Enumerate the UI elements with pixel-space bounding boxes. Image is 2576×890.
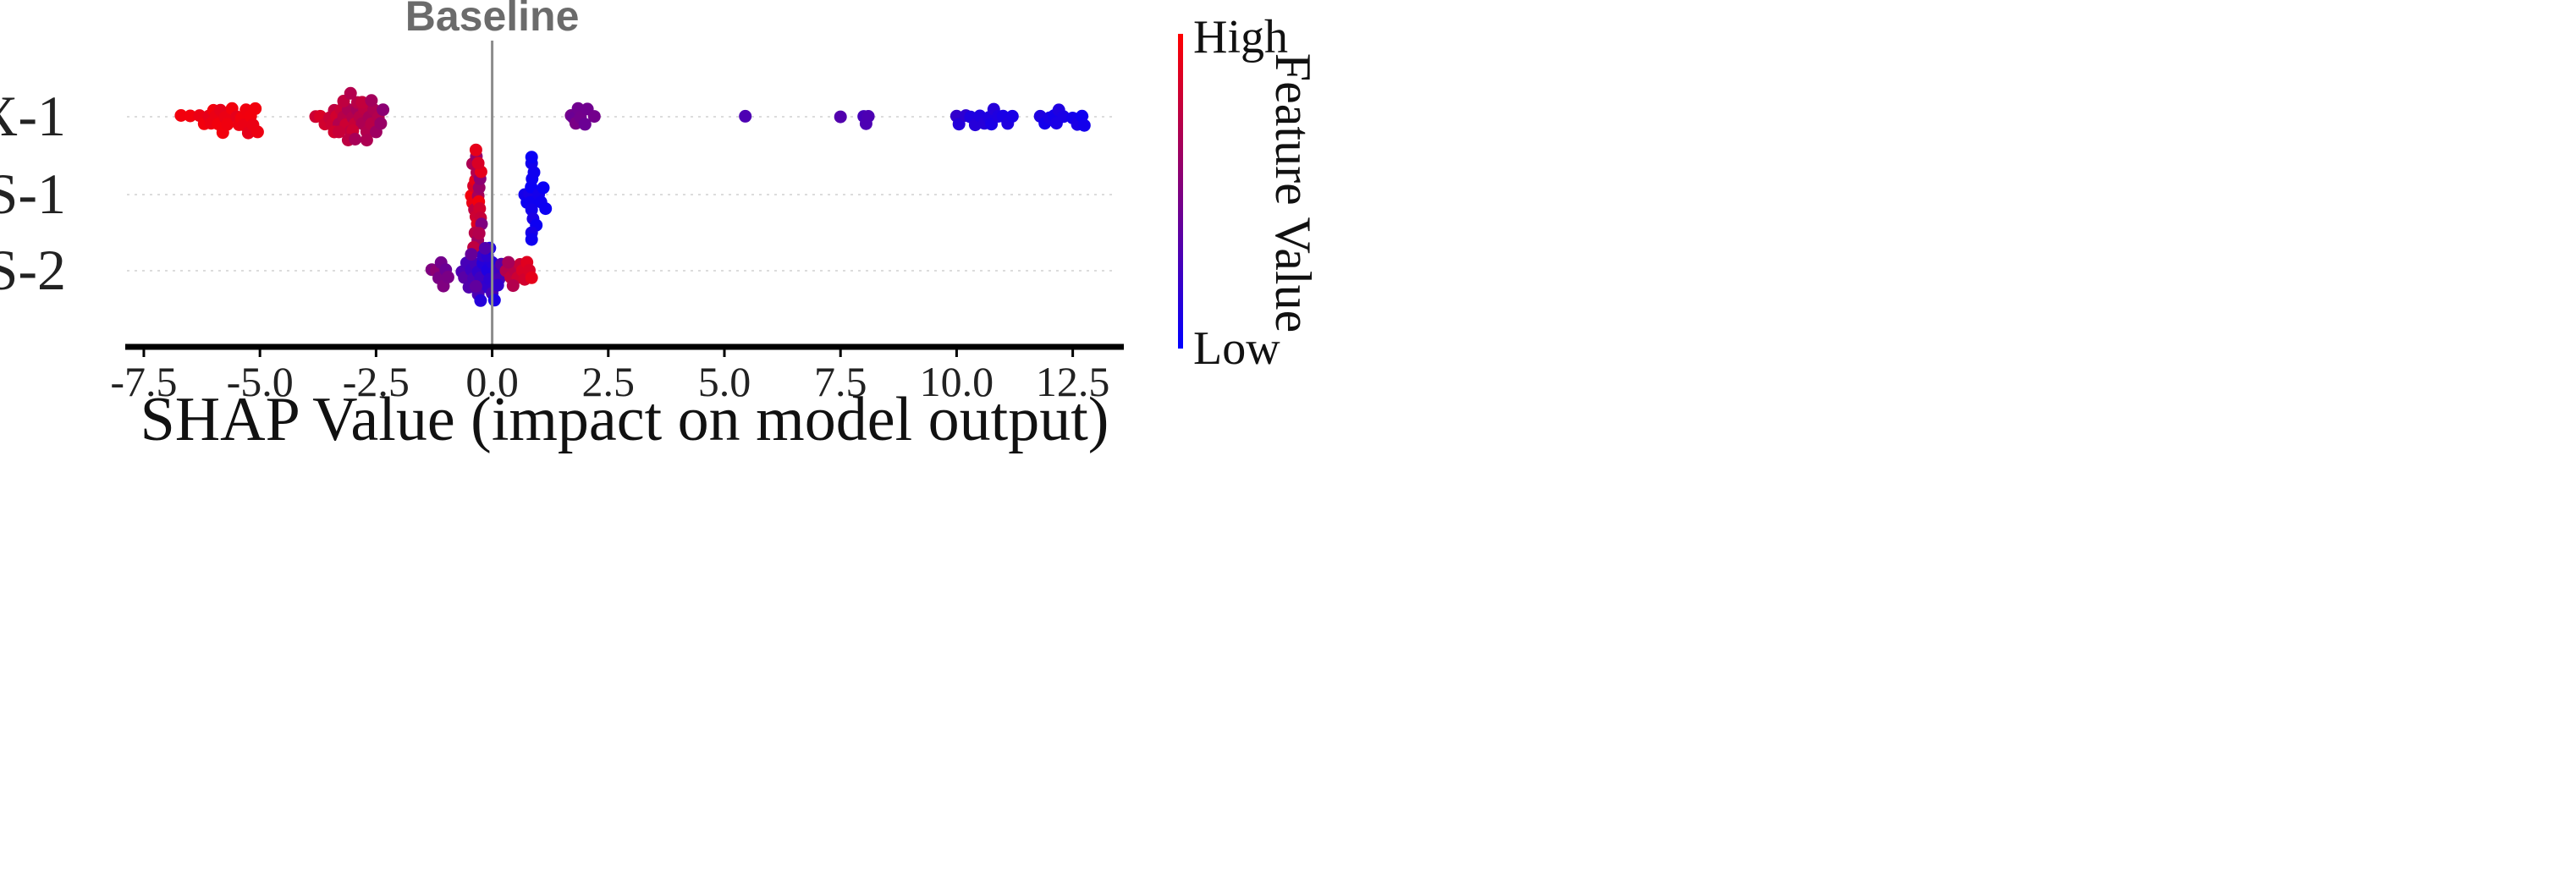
shap-point (487, 294, 501, 307)
feature-gridlines (127, 116, 1115, 272)
points-s-2 (425, 241, 538, 307)
x-tick-label: -2.5 (343, 358, 410, 405)
shap-point (525, 151, 538, 164)
shap-point (249, 102, 262, 115)
shap-point (344, 86, 357, 100)
shap-point (473, 202, 487, 215)
colorbar (1178, 34, 1183, 349)
shap-point (539, 202, 553, 216)
shap-point (471, 157, 485, 170)
shap-point (469, 143, 482, 157)
feature-labels: X-1 S-1 S-2 (0, 84, 66, 302)
x-tick-label: 5.0 (698, 358, 751, 405)
shap-point (374, 117, 388, 130)
shap-point (365, 94, 378, 107)
shap-point (250, 125, 264, 139)
shap-point (525, 271, 538, 284)
shap-point (377, 103, 390, 117)
x-tick-label: 7.5 (814, 358, 867, 405)
feature-label-x-1: X-1 (0, 84, 66, 148)
shap-point (861, 110, 875, 123)
x-axis-ticks: -7.5 -5.0 -2.5 0.0 2.5 5.0 7.5 10.0 12.5 (110, 347, 1109, 405)
colorbar-title: Feature Value (1265, 53, 1321, 332)
shap-point (184, 109, 197, 123)
shap-point (952, 118, 966, 131)
shap-point (441, 271, 454, 284)
shap-point (506, 279, 520, 293)
x-tick-label: -7.5 (110, 358, 177, 405)
feature-label-s-2: S-2 (0, 238, 66, 302)
shap-point (834, 110, 847, 124)
x-tick-label: 12.5 (1036, 358, 1110, 405)
x-tick-label: 0.0 (465, 358, 519, 405)
shap-point (491, 278, 504, 292)
feature-label-s-1: S-1 (0, 162, 66, 226)
shap-point (478, 242, 492, 255)
shap-point (472, 227, 486, 240)
x-tick-label: 10.0 (920, 358, 994, 405)
x-axis-label: SHAP Value (impact on model output) (140, 385, 1109, 454)
shap-point (1077, 118, 1091, 132)
shap-point (578, 118, 592, 131)
shap-point (502, 255, 515, 269)
shap-point (525, 233, 538, 246)
baseline-label: Baseline (405, 0, 580, 40)
shap-point (174, 109, 188, 122)
shap-point (739, 109, 752, 123)
colorbar-high-label: High (1193, 11, 1288, 63)
shap-point (333, 125, 345, 139)
shap-point (465, 248, 478, 261)
shap-point (474, 294, 487, 307)
shap-point (221, 118, 234, 131)
shap-point (349, 133, 362, 146)
shap-point (1005, 109, 1019, 123)
x-tick-label: 2.5 (582, 358, 636, 405)
points-s-1 (465, 143, 553, 254)
shap-point (537, 181, 550, 195)
shap-points (174, 86, 1091, 307)
shap-point (360, 134, 373, 147)
x-tick-label: -5.0 (227, 358, 294, 405)
shap-point (587, 110, 601, 124)
colorbar-low-label: Low (1193, 322, 1280, 375)
shap-point (469, 280, 482, 293)
points-x-1 (174, 86, 1091, 147)
